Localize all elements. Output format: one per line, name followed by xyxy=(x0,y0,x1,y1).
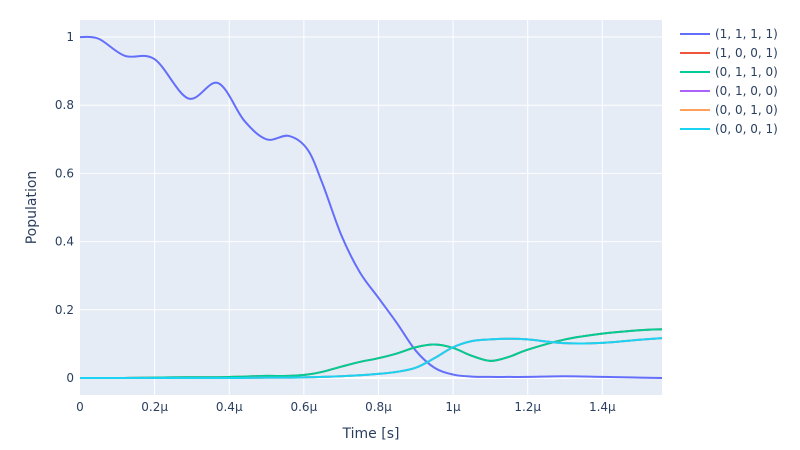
x-tick-label: 1.4μ xyxy=(589,400,616,414)
y-axis-ticks: 0 0.2 0.4 0.6 0.8 1 xyxy=(55,30,74,385)
series-line-1 xyxy=(79,35,663,379)
y-tick-label: 0.2 xyxy=(55,303,74,317)
y-tick-label: 1 xyxy=(66,30,74,44)
x-tick-label: 0 xyxy=(76,400,84,414)
legend-label: (0, 0, 1, 0) xyxy=(715,103,778,117)
x-tick-label: 1μ xyxy=(445,400,461,414)
legend-label: (0, 1, 0, 0) xyxy=(715,84,778,98)
y-tick-label: 0 xyxy=(66,371,74,385)
legend-label: (1, 0, 0, 1) xyxy=(715,46,778,60)
legend-label: (0, 1, 1, 0) xyxy=(715,65,778,79)
y-tick-label: 0.6 xyxy=(55,166,74,180)
y-tick-label: 0.8 xyxy=(55,98,74,112)
series-line-6 xyxy=(80,337,663,379)
legend-item-4[interactable]: (0, 1, 0, 0) xyxy=(680,84,778,98)
legend-item-1[interactable]: (1, 1, 1, 1) xyxy=(680,27,778,41)
legend-label: (0, 0, 0, 1) xyxy=(715,122,778,136)
x-tick-label: 0.8μ xyxy=(365,400,392,414)
x-tick-label: 0.6μ xyxy=(290,400,317,414)
x-axis-ticks: 0 0.2μ 0.4μ 0.6μ 0.8μ 1μ 1.2μ 1.4μ xyxy=(76,400,616,414)
plot-area xyxy=(80,20,662,395)
x-axis-title: Time [s] xyxy=(342,426,400,442)
x-tick-label: 0.2μ xyxy=(141,400,168,414)
legend-item-6[interactable]: (0, 0, 0, 1) xyxy=(680,122,778,136)
gridlines xyxy=(80,20,662,395)
y-tick-label: 0.4 xyxy=(55,235,74,249)
legend-item-3[interactable]: (0, 1, 1, 0) xyxy=(680,65,778,79)
series-lines xyxy=(79,35,663,379)
legend-item-2[interactable]: (1, 0, 0, 1) xyxy=(680,46,778,60)
x-tick-label: 0.4μ xyxy=(216,400,243,414)
x-tick-label: 1.2μ xyxy=(514,400,541,414)
legend-item-5[interactable]: (0, 0, 1, 0) xyxy=(680,103,778,117)
legend[interactable]: (1, 1, 1, 1) (1, 0, 0, 1) (0, 1, 1, 0) (0, … xyxy=(680,27,778,136)
y-axis-title: Population xyxy=(24,171,40,245)
legend-label: (1, 1, 1, 1) xyxy=(715,27,778,41)
